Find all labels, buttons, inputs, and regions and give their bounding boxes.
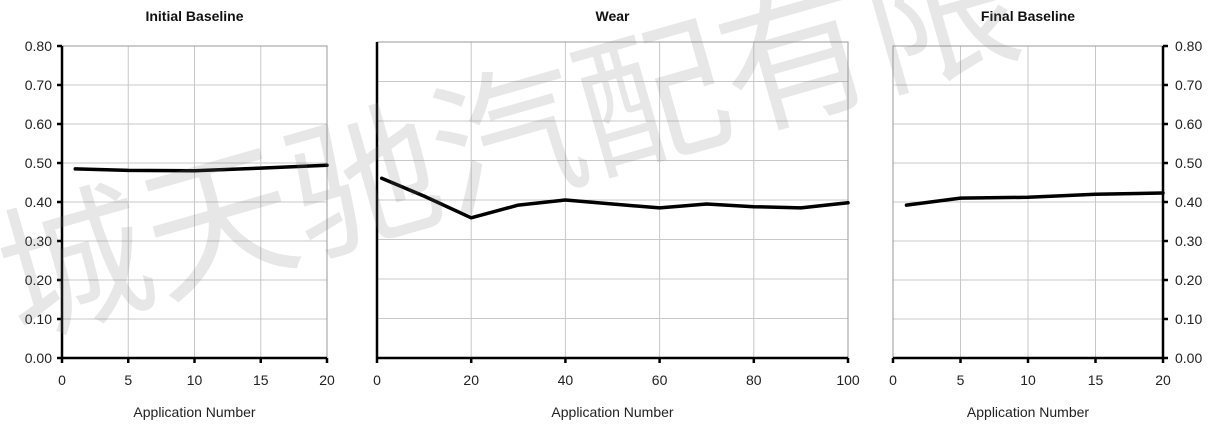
y-tick-label: 0.80 (1175, 38, 1202, 54)
y-tick-label: 0.50 (25, 155, 52, 171)
y-tick-label: 0.80 (25, 38, 52, 54)
series-line (73, 163, 329, 173)
data-point (563, 198, 567, 202)
x-tick-label: 80 (746, 372, 762, 388)
data-point (422, 194, 426, 198)
y-tick-label: 0.00 (1175, 350, 1202, 366)
x-tick-label: 20 (1155, 372, 1171, 388)
data-point (73, 167, 77, 171)
data-point (1094, 192, 1097, 196)
data-point (846, 201, 850, 205)
x-tick-label: 10 (187, 372, 203, 388)
data-point (516, 203, 520, 207)
data-point (259, 166, 263, 170)
x-tick-label: 0 (889, 372, 897, 388)
y-tick-label: 0.70 (25, 77, 52, 93)
x-tick-label: 40 (558, 372, 574, 388)
y-tick-label: 0.20 (1175, 272, 1202, 288)
data-point (1161, 191, 1165, 195)
x-tick-label: 100 (836, 372, 860, 388)
data-point (611, 202, 614, 206)
data-point (905, 203, 908, 207)
chart-panel-2: Wear 0 20 40 60 80 100 Application Number (373, 8, 860, 420)
data-point (469, 216, 473, 220)
y-tick-label: 0.30 (25, 233, 52, 249)
y-tick-label: 0.70 (1175, 77, 1202, 93)
data-point (380, 176, 384, 180)
y-tick-label: 0.10 (1175, 311, 1202, 327)
data-point (799, 206, 803, 210)
data-point (325, 163, 329, 167)
x-tick-label: 60 (652, 372, 668, 388)
x-axis-label: Application Number (967, 404, 1090, 420)
y-tick-label: 0.20 (25, 272, 52, 288)
data-point (1026, 195, 1030, 199)
y-tick-label: 0.10 (25, 311, 52, 327)
y-tick-label: 0.60 (1175, 116, 1202, 132)
y-tick-label: 0.40 (25, 194, 52, 210)
x-axis-label: Application Number (133, 404, 256, 420)
x-tick-label: 20 (463, 372, 479, 388)
chart-title: Wear (596, 8, 631, 24)
data-point (126, 168, 130, 172)
chart-title: Initial Baseline (145, 8, 243, 24)
x-tick-label: 0 (373, 372, 381, 388)
data-point (705, 202, 709, 206)
x-tick-label: 15 (253, 372, 269, 388)
chart-panel-3: Final Baseline 0.00 0.10 0.20 0.30 0.40 0.50 0.… (889, 8, 1202, 420)
x-tick-label: 20 (319, 372, 335, 388)
y-tick-label: 0.00 (25, 350, 52, 366)
y-tick-label: 0.30 (1175, 233, 1202, 249)
chart-panel-1: Initial Baseline 0.00 0.10 0.20 0.30 0.40 0.50… (25, 8, 335, 420)
data-point (959, 196, 962, 200)
x-tick-label: 5 (124, 372, 132, 388)
series-line (379, 176, 850, 220)
x-tick-label: 0 (58, 372, 66, 388)
data-point (752, 205, 756, 209)
x-tick-label: 15 (1088, 372, 1104, 388)
chart-title: Final Baseline (981, 8, 1075, 24)
y-tick-label: 0.60 (25, 116, 52, 132)
y-tick-label: 0.50 (1175, 155, 1202, 171)
series-line (904, 191, 1165, 207)
data-point (658, 206, 662, 210)
x-axis-label: Application Number (551, 404, 674, 420)
x-tick-label: 5 (957, 372, 965, 388)
x-tick-label: 10 (1020, 372, 1036, 388)
y-tick-label: 0.40 (1175, 194, 1202, 210)
data-point (193, 169, 196, 173)
